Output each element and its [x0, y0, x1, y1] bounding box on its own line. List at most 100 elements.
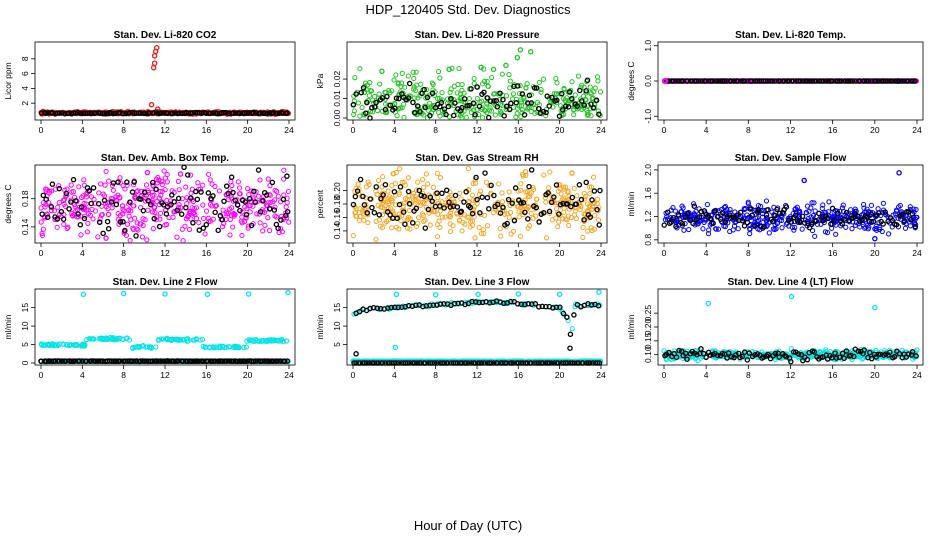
data-point	[861, 205, 867, 211]
y-tick-label: 0.18	[20, 190, 30, 207]
data-point	[587, 214, 594, 220]
data-point	[394, 215, 400, 222]
data-point	[546, 191, 552, 197]
data-point	[536, 79, 542, 86]
data-point	[571, 312, 577, 318]
data-point	[459, 228, 465, 234]
data-point	[242, 204, 248, 210]
data-point	[153, 186, 159, 192]
data-point	[564, 95, 570, 101]
data-point	[241, 219, 247, 225]
data-point	[237, 207, 243, 214]
data-point	[415, 215, 422, 221]
data-point	[769, 78, 775, 84]
data-point	[415, 179, 421, 185]
data-point	[491, 98, 497, 104]
data-point	[60, 197, 66, 203]
data-point	[193, 215, 200, 222]
data-point	[414, 103, 421, 109]
data-point	[413, 302, 419, 308]
data-point	[518, 181, 524, 187]
data-point	[164, 335, 170, 341]
data-point	[406, 80, 413, 87]
data-point	[179, 226, 185, 232]
data-point	[709, 78, 716, 84]
data-point	[103, 235, 109, 241]
data-point	[429, 360, 435, 366]
data-point	[517, 47, 524, 53]
data-point	[59, 110, 65, 116]
data-point	[569, 170, 575, 176]
data-point	[103, 168, 109, 175]
data-point	[200, 225, 207, 231]
data-point	[164, 110, 171, 117]
data-point	[696, 214, 703, 220]
data-point	[670, 78, 676, 84]
data-point	[360, 193, 366, 200]
data-point	[355, 181, 361, 187]
data-point	[219, 223, 226, 230]
data-point	[395, 304, 402, 311]
data-point	[404, 217, 410, 223]
data-point	[194, 196, 201, 203]
data-point	[174, 234, 180, 240]
y-tick-label: 10	[20, 321, 30, 331]
data-point	[173, 336, 179, 342]
data-point	[366, 92, 373, 99]
data-point	[829, 205, 836, 212]
data-point	[422, 217, 428, 223]
figure-title: HDP_120405 Std. Dev. Diagnostics	[365, 2, 571, 17]
data-point	[691, 203, 698, 209]
data-point	[522, 168, 529, 175]
panel-5: Stan. Dev. Gas Stream RH0 4 8 12 16 20 240.140…	[315, 153, 608, 258]
data-point	[422, 225, 429, 231]
data-point	[483, 179, 490, 185]
data-point	[170, 214, 176, 220]
data-point	[457, 91, 464, 97]
data-point	[66, 206, 72, 212]
data-point	[212, 209, 218, 216]
data-point	[236, 344, 242, 350]
data-point	[247, 202, 253, 209]
data-point	[543, 235, 550, 241]
data-point	[80, 291, 87, 298]
x-tick-label: 8	[746, 125, 751, 135]
data-point	[883, 212, 889, 218]
data-point	[132, 215, 138, 221]
data-point	[56, 199, 62, 206]
data-point	[432, 209, 438, 215]
data-point	[360, 85, 367, 91]
data-point	[150, 179, 156, 186]
data-point	[570, 107, 577, 113]
data-point	[479, 194, 485, 200]
data-point	[471, 80, 477, 87]
data-point	[84, 229, 90, 235]
x-tick-label: 12	[472, 248, 482, 258]
data-point	[137, 110, 144, 116]
data-point	[367, 87, 373, 94]
data-point	[379, 68, 385, 75]
data-point	[434, 221, 441, 228]
data-point	[387, 212, 393, 218]
data-point	[139, 234, 146, 240]
data-point	[863, 78, 870, 84]
data-point	[695, 78, 702, 84]
data-point	[534, 100, 541, 106]
data-point	[189, 110, 196, 116]
data-point	[596, 222, 603, 228]
data-point	[105, 211, 112, 217]
x-tick-label: 4	[704, 370, 709, 380]
data-point	[702, 78, 709, 84]
data-point	[488, 182, 494, 189]
data-point	[42, 204, 48, 210]
data-point	[672, 208, 679, 214]
data-point	[507, 78, 513, 84]
data-point	[898, 209, 905, 215]
data-point	[280, 196, 287, 203]
data-point	[142, 198, 149, 204]
data-point	[451, 300, 458, 307]
data-point	[127, 237, 133, 243]
data-point	[868, 211, 875, 218]
x-tick-label: 0	[662, 125, 667, 135]
data-point	[806, 78, 812, 84]
